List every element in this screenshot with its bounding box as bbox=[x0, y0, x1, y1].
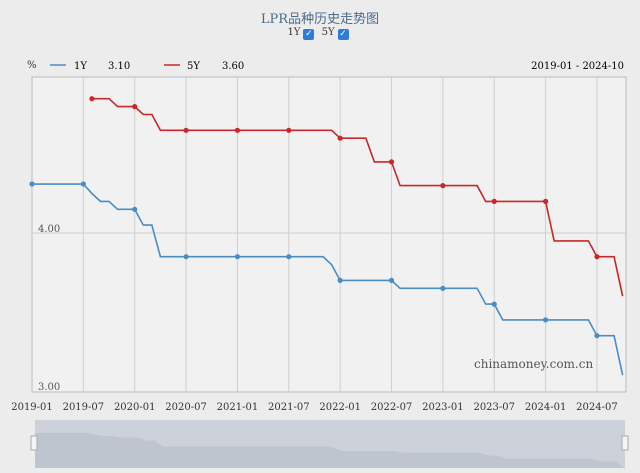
x-tick-label: 2020-01 bbox=[114, 402, 156, 413]
chart-title: LPR品种历史走势图 bbox=[260, 12, 380, 27]
y-tick-4: 4.00 bbox=[38, 224, 60, 235]
toggle-1y-checkbox[interactable]: ✓ bbox=[303, 29, 315, 40]
legend-5y-value: 3.60 bbox=[222, 61, 244, 72]
data-point-1Y bbox=[29, 181, 35, 187]
toggle-1y-label: 1Y bbox=[287, 27, 301, 38]
data-point-5Y bbox=[286, 127, 292, 133]
data-point-1Y bbox=[183, 254, 189, 260]
x-tick-label: 2019-01 bbox=[11, 402, 53, 413]
data-point-1Y bbox=[491, 301, 497, 307]
x-tick-label: 2020-07 bbox=[165, 402, 207, 413]
date-range-label: 2019-01 - 2024-10 bbox=[531, 61, 624, 72]
data-point-5Y bbox=[89, 96, 95, 102]
data-point-1Y bbox=[440, 285, 446, 291]
toggle-5y-checkbox[interactable]: ✓ bbox=[337, 29, 349, 40]
data-point-1Y bbox=[337, 277, 343, 283]
x-tick-label: 2024-07 bbox=[576, 402, 618, 413]
legend-5y-name: 5Y bbox=[187, 61, 200, 72]
x-tick-label: 2023-01 bbox=[422, 402, 464, 413]
y-tick-3: 3.00 bbox=[38, 382, 60, 393]
data-point-5Y bbox=[234, 127, 241, 133]
data-point-5Y bbox=[491, 198, 497, 204]
x-tick-label: 2023-07 bbox=[473, 402, 515, 413]
legend-1y-value: 3.10 bbox=[108, 61, 130, 72]
x-tick-label: 2022-01 bbox=[319, 402, 361, 413]
zoom-handle-right[interactable] bbox=[621, 435, 629, 451]
data-point-1Y bbox=[594, 333, 600, 339]
data-point-5Y bbox=[440, 183, 446, 189]
data-point-5Y bbox=[594, 254, 600, 260]
data-point-5Y bbox=[543, 198, 549, 204]
x-tick-label: 2022-07 bbox=[371, 402, 413, 413]
plot-area bbox=[31, 76, 627, 393]
x-tick-label: 2021-01 bbox=[217, 402, 259, 413]
series-line-1Y bbox=[32, 183, 624, 376]
data-point-5Y bbox=[183, 127, 189, 133]
data-zoom-slider[interactable] bbox=[30, 420, 629, 469]
x-tick-label: 2019-07 bbox=[63, 402, 105, 413]
y-unit-label: % bbox=[27, 60, 37, 71]
x-tick-label: 2021-07 bbox=[268, 402, 310, 413]
legend-1y-name: 1Y bbox=[74, 61, 87, 72]
data-point-1Y bbox=[543, 317, 549, 323]
toggle-5y-label: 5Y bbox=[321, 27, 335, 38]
data-point-1Y bbox=[132, 206, 138, 212]
data-point-1Y bbox=[388, 277, 395, 283]
data-point-5Y bbox=[337, 135, 343, 141]
data-point-1Y bbox=[234, 254, 241, 260]
data-point-1Y bbox=[286, 254, 292, 260]
data-point-5Y bbox=[132, 104, 138, 110]
x-tick-label: 2024-01 bbox=[525, 402, 567, 413]
data-point-5Y bbox=[388, 159, 395, 165]
watermark: chinamoney.com.cn bbox=[474, 357, 593, 371]
series-toggles: 1Y ✓ 5Y ✓ bbox=[0, 27, 640, 40]
zoom-preview-area bbox=[35, 432, 625, 469]
series-line-5Y bbox=[91, 97, 624, 297]
data-point-1Y bbox=[80, 181, 86, 187]
zoom-handle-left[interactable] bbox=[30, 435, 38, 451]
